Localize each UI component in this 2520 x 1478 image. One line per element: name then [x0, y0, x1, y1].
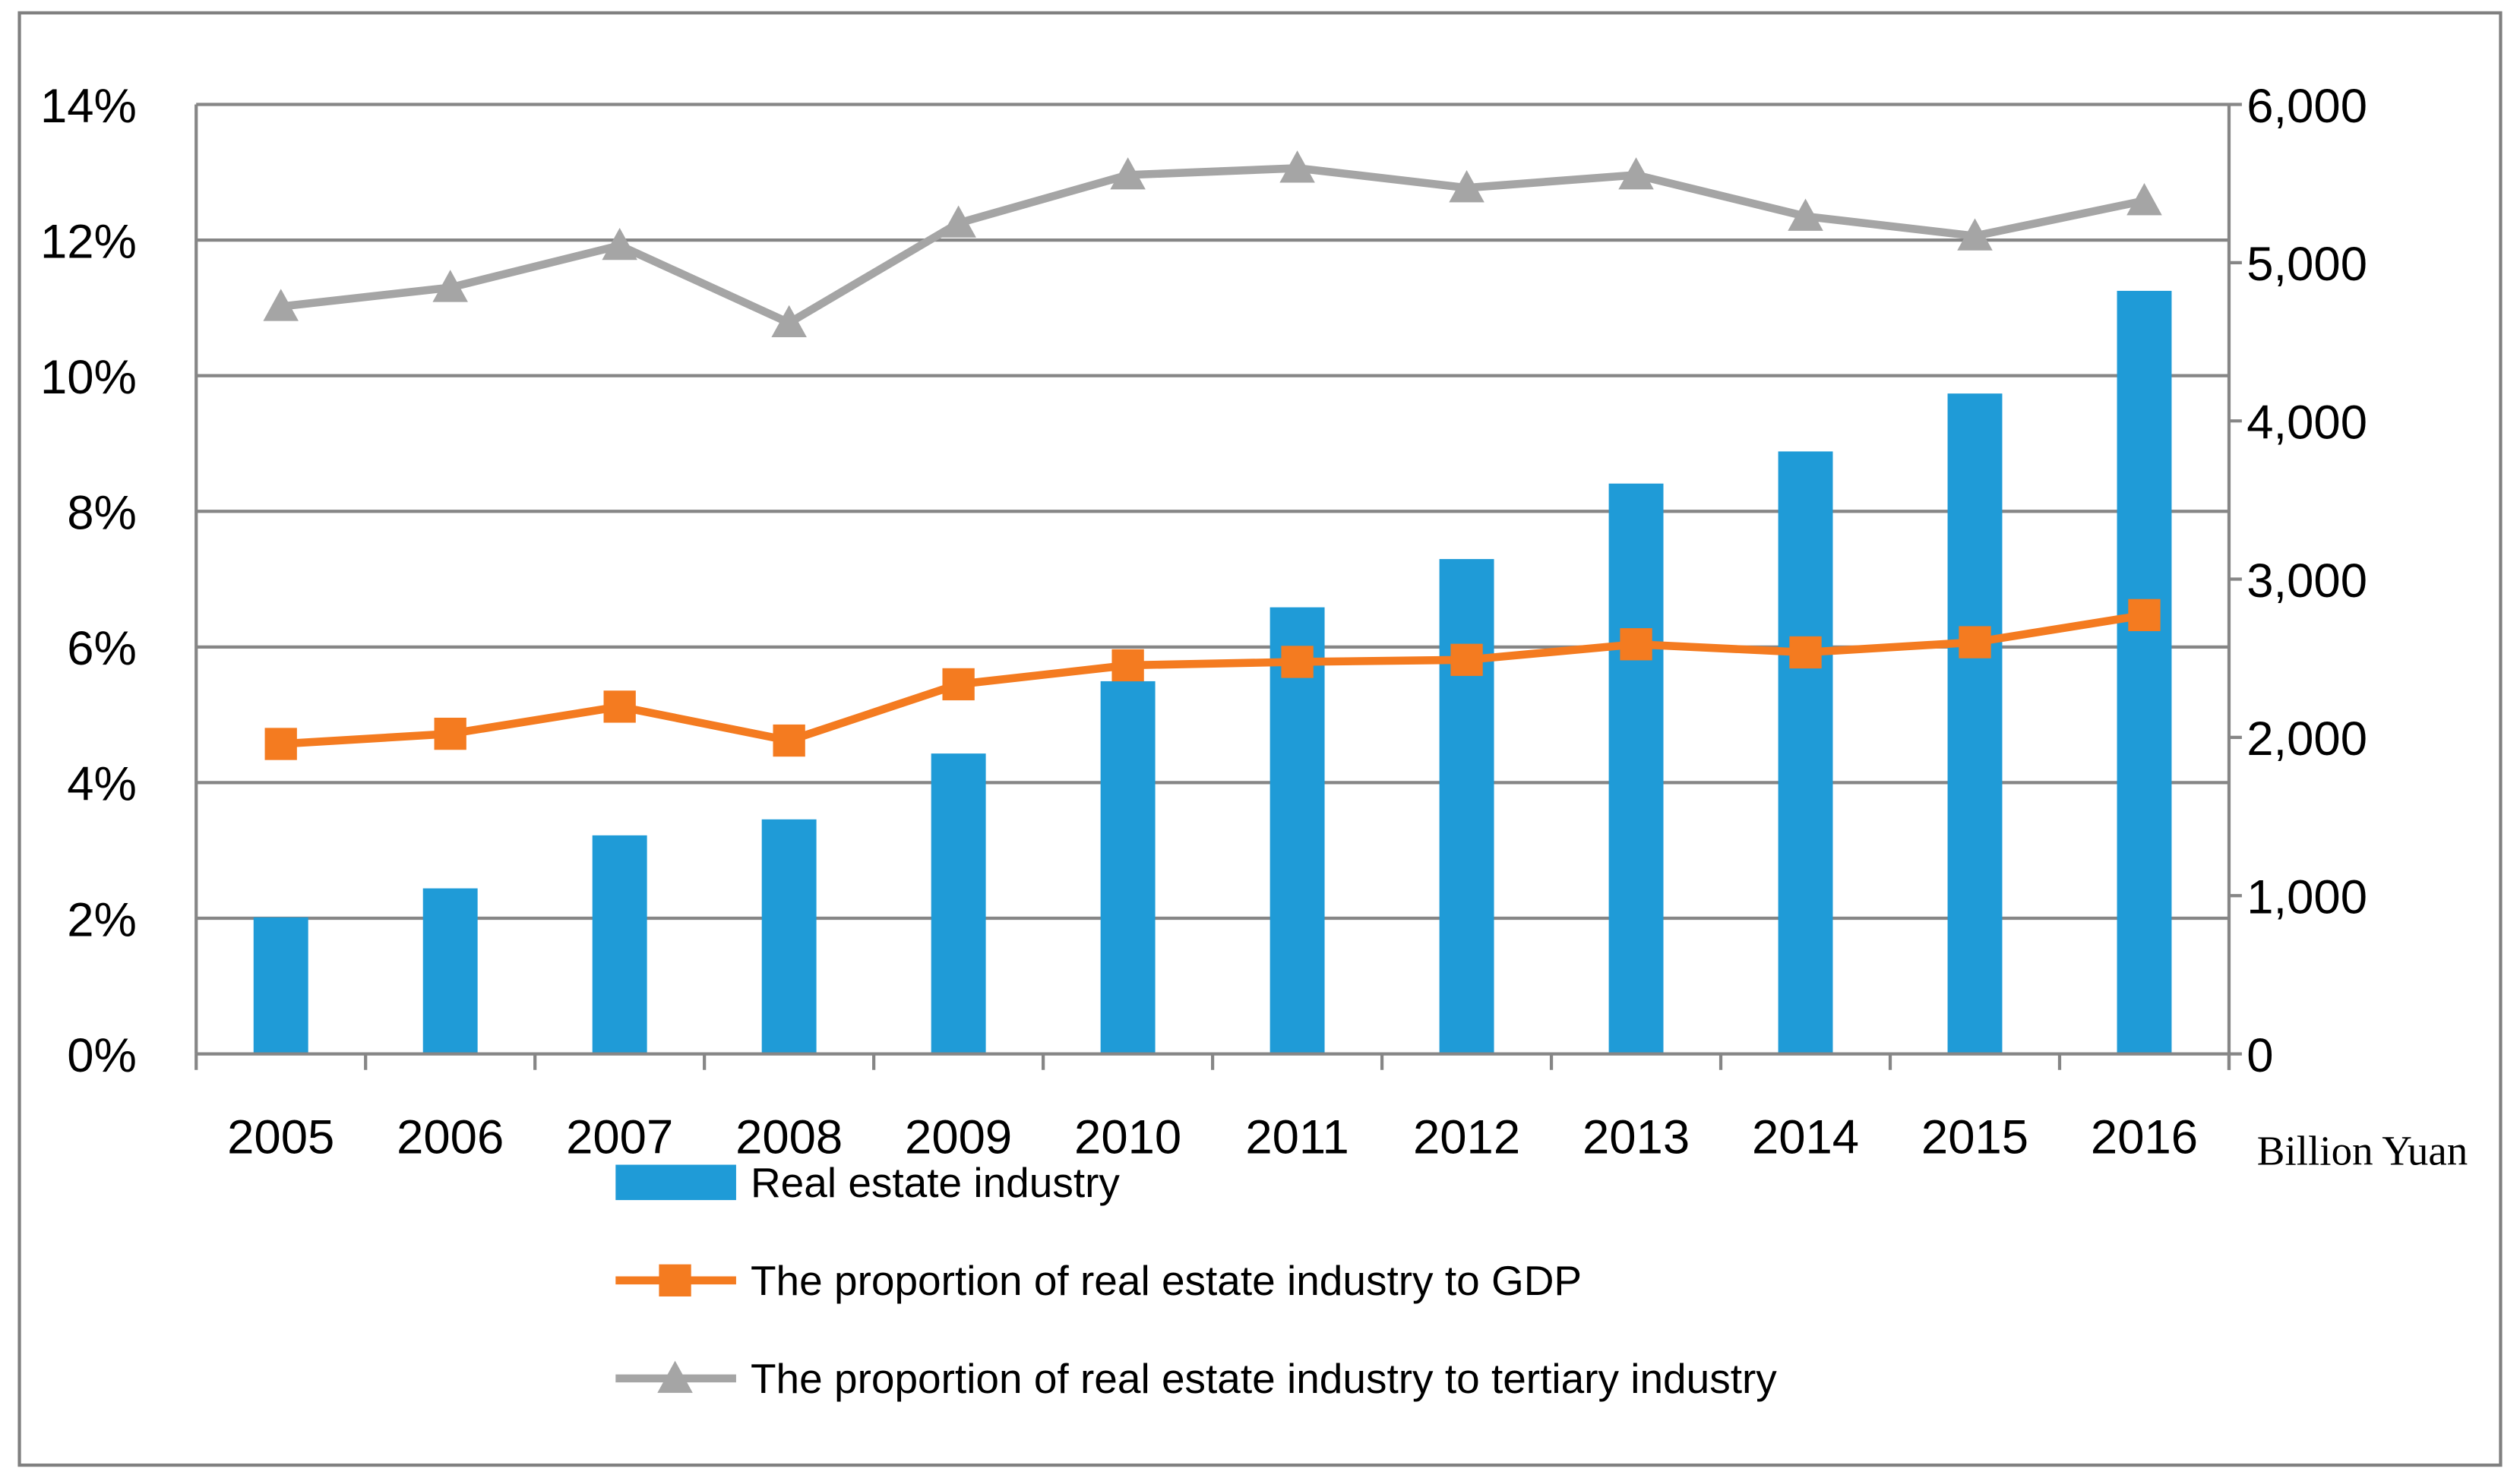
bar-2008: [761, 819, 817, 1054]
bar-2014: [1778, 451, 1833, 1054]
legend-item: The proportion of real estate industry t…: [615, 1257, 1582, 1304]
bar-2015: [1947, 393, 2003, 1054]
point-triangle-2014: [1788, 198, 1823, 231]
point-triangle-2007: [602, 227, 637, 261]
x-axis-tick-label: 2015: [1921, 1111, 2028, 1164]
right-axis-tick-label: 5,000: [2246, 238, 2367, 291]
right-axis-tick-label: 2,000: [2246, 712, 2367, 766]
bar-2016: [2117, 290, 2172, 1054]
point-triangle-2013: [1618, 157, 1654, 190]
series-line-2: [280, 164, 2145, 327]
x-axis-tick-label: 2016: [2091, 1111, 2198, 1164]
legend-item: The proportion of real estate industry t…: [615, 1355, 1777, 1402]
point-square-2014: [1789, 636, 1822, 669]
left-axis-tick-label: 8%: [67, 487, 137, 540]
right-axis-tick-label: 6,000: [2246, 80, 2367, 133]
left-axis-tick-label: 2%: [67, 893, 137, 946]
point-triangle-2009: [941, 205, 976, 238]
point-triangle-2015: [1957, 218, 1993, 251]
legend: Real estate industry The proportion of re…: [615, 1159, 1777, 1402]
point-square-2008: [773, 724, 805, 757]
point-square-2015: [1959, 626, 1991, 658]
point-square-2010: [1111, 649, 1144, 682]
point-square-2012: [1450, 643, 1483, 676]
chart-border: [17, 11, 2503, 1467]
legend-item: Real estate industry: [615, 1159, 1120, 1206]
x-axis-tick-label: 2013: [1583, 1111, 1690, 1164]
point-square-2006: [434, 717, 466, 750]
legend-marker-triangle: [657, 1360, 693, 1393]
bar-2012: [1439, 559, 1494, 1054]
x-axis-tick-label: 2009: [905, 1111, 1012, 1164]
point-square-2016: [2128, 598, 2161, 632]
left-axis-tick-label: 4%: [67, 758, 137, 811]
bar-2009: [931, 753, 986, 1054]
point-triangle-2005: [263, 289, 299, 321]
point-square-2011: [1281, 646, 1314, 678]
x-axis-tick-label: 2014: [1752, 1111, 1859, 1164]
x-axis-tick-label: 2005: [227, 1111, 334, 1164]
right-axis-unit-label: Billion Yuan: [2257, 1128, 2468, 1174]
x-axis-tick-label: 2008: [735, 1111, 843, 1164]
x-axis-tick-label: 2010: [1074, 1111, 1181, 1164]
left-axis-tick-label: 10%: [40, 351, 137, 404]
point-square-2007: [603, 690, 636, 723]
x-axis-tick-label: 2011: [1245, 1111, 1349, 1164]
legend-label: The proportion of real estate industry t…: [751, 1257, 1582, 1304]
left-axis-tick-label: 14%: [40, 80, 137, 133]
point-triangle-2012: [1449, 170, 1484, 203]
right-axis-tick-label: 4,000: [2246, 396, 2367, 449]
point-square-2005: [264, 728, 297, 760]
series-line-1: [280, 611, 2145, 748]
left-axis-tick-label: 12%: [40, 215, 137, 268]
legend-label: Real estate industry: [751, 1159, 1120, 1206]
point-triangle-2010: [1110, 157, 1146, 190]
legend-marker-square: [659, 1264, 691, 1296]
x-axis-tick-label: 2012: [1413, 1111, 1520, 1164]
point-square-2009: [942, 668, 975, 701]
line-series: [263, 150, 2162, 760]
legend-swatch-bar: [615, 1164, 736, 1201]
left-axis-tick-label: 6%: [67, 622, 137, 675]
bar-2006: [422, 888, 478, 1054]
axes: 0% 2% 4% 6% 8% 10% 12% 14% 0 1,000 2,000 3,000 4,000…: [40, 80, 2367, 1164]
bar-series: [253, 290, 2172, 1054]
point-triangle-2008: [771, 305, 807, 338]
point-triangle-2016: [2126, 183, 2162, 216]
bar-2007: [592, 835, 647, 1054]
point-triangle-2006: [432, 270, 468, 302]
gridlines: [196, 103, 2229, 921]
bar-2010: [1100, 681, 1156, 1054]
point-triangle-2011: [1279, 150, 1315, 183]
x-axis-tick-label: 2006: [397, 1111, 504, 1164]
left-axis-tick-label: 0%: [67, 1029, 137, 1082]
legend-label: The proportion of real estate industry t…: [751, 1355, 1777, 1402]
x-axis-tick-label: 2007: [566, 1111, 673, 1164]
bar-2005: [253, 917, 308, 1054]
point-square-2013: [1620, 628, 1652, 661]
bar-2011: [1269, 607, 1325, 1054]
bar-2013: [1608, 483, 1664, 1054]
right-axis-tick-label: 1,000: [2246, 871, 2367, 924]
right-axis-tick-label: 0: [2246, 1029, 2273, 1082]
right-axis-tick-label: 3,000: [2246, 554, 2367, 608]
